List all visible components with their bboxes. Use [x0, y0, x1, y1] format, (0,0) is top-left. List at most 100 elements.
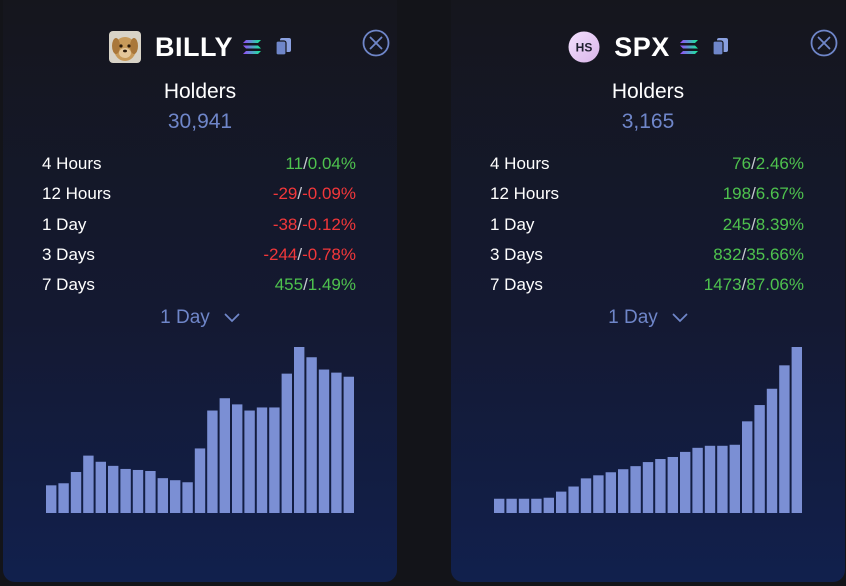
chart-bar [543, 497, 554, 513]
stat-separator: / [751, 184, 756, 204]
card-header: HS SPX [451, 28, 845, 66]
solana-icon [243, 40, 261, 54]
stat-change-percent: 35.66% [746, 244, 804, 264]
chart-bar [294, 347, 305, 513]
chart-bar [593, 475, 604, 513]
solana-icon [679, 40, 698, 54]
stat-change-value: -29/-0.09% [273, 181, 356, 211]
chart-bar [692, 447, 703, 513]
stat-change-percent: -0.78% [302, 244, 356, 264]
stat-change-value: 455/1.49% [275, 272, 356, 302]
hs-avatar-icon: HS [568, 31, 600, 63]
close-icon[interactable] [362, 29, 390, 57]
chart-bar [108, 465, 119, 513]
stat-separator: / [741, 275, 747, 295]
stat-row: 4 Hours 11/0.04% [42, 151, 356, 181]
chart-bar [120, 468, 131, 513]
stat-change-value: 11/0.04% [285, 151, 356, 181]
stat-change-value: 198/6.67% [723, 181, 804, 211]
chart-bar [194, 448, 206, 513]
dog-avatar-icon [108, 31, 141, 63]
chart-bar [779, 365, 790, 513]
chart-bar [766, 388, 778, 513]
chart-bar [518, 498, 530, 513]
copy-icon[interactable] [275, 38, 291, 56]
stat-separator: / [751, 214, 756, 234]
stat-change-count: 832 [713, 244, 742, 264]
stat-row: 7 Days 1473/87.06% [490, 272, 804, 302]
stat-change-percent: 87.06% [746, 275, 804, 295]
chart-bar [655, 459, 666, 513]
chart-bar [667, 456, 678, 513]
chart-bar [605, 472, 616, 513]
chart-bar [269, 407, 280, 513]
chart-bar [306, 357, 317, 513]
chart-bar [742, 421, 753, 513]
close-icon[interactable] [810, 29, 838, 57]
hs-avatar-text: HS [576, 41, 593, 55]
stat-change-percent: 0.04% [307, 154, 356, 173]
chart-bar [132, 469, 144, 513]
stat-change-percent: 6.67% [755, 184, 804, 204]
holders-bar-chart [494, 347, 802, 513]
stat-change-value: -38/-0.12% [273, 212, 356, 242]
chart-bar [145, 470, 156, 513]
holders-bar-chart [46, 347, 354, 513]
stat-change-percent: -0.09% [302, 184, 356, 204]
stat-change-count: 76 [732, 154, 752, 173]
stat-separator: / [303, 275, 308, 295]
period-dropdown-value: 1 Day [608, 307, 658, 328]
stat-row: 3 Days 832/35.66% [490, 242, 804, 272]
stat-separator: / [297, 214, 303, 234]
stat-change-percent: 1.49% [307, 275, 356, 295]
stat-change-count: -38 [272, 214, 298, 234]
stat-row: 3 Days -244/-0.78% [42, 242, 356, 272]
chart-bar [83, 455, 94, 513]
chart-bar [318, 369, 330, 513]
holders-label: Holders [611, 80, 685, 103]
stat-separator: / [297, 184, 303, 204]
holders-count: 3,165 [621, 110, 675, 133]
period-dropdown[interactable]: 1 Day [451, 307, 845, 329]
card-header: BILLY [3, 28, 397, 66]
stat-period-label: 12 Hours [490, 184, 559, 204]
stat-change-value: -244/-0.78% [263, 242, 356, 272]
period-dropdown-value: 1 Day [160, 307, 210, 328]
chevron-down-icon [672, 313, 688, 323]
chart-bar [531, 498, 542, 513]
chart-bar [244, 410, 255, 513]
stat-period-label: 7 Days [490, 275, 543, 295]
stat-row: 1 Day 245/8.39% [490, 212, 804, 242]
chart-bar [170, 480, 181, 513]
stat-separator: / [297, 244, 303, 264]
stat-row: 1 Day -38/-0.12% [42, 212, 356, 242]
stat-row: 12 Hours -29/-0.09% [42, 181, 356, 211]
chart-bar [642, 462, 654, 513]
stat-change-value: 832/35.66% [713, 242, 804, 272]
chart-bar [680, 451, 691, 513]
holder-change-list: 4 Hours 76/2.46% 12 Hours 198/6.67% 1 Day 245… [490, 151, 804, 302]
token-name: BILLY [154, 31, 233, 62]
stat-period-label: 1 Day [42, 214, 87, 234]
chart-bar [281, 373, 292, 513]
chart-bar [207, 410, 218, 513]
stat-period-label: 4 Hours [490, 154, 550, 173]
chart-bar [256, 407, 268, 513]
stat-change-count: -244 [263, 244, 298, 264]
chart-bar [46, 485, 57, 513]
token-card-spx: HS SPX Holders 3,165 4 Hours 76/2.46% 12 H… [451, 0, 845, 582]
copy-icon[interactable] [712, 38, 728, 56]
chart-bar [95, 461, 106, 513]
stat-row: 4 Hours 76/2.46% [490, 151, 804, 181]
chart-bar [70, 472, 82, 513]
stat-separator: / [303, 154, 308, 173]
stat-change-count: 198 [722, 184, 752, 204]
period-dropdown[interactable]: 1 Day [3, 307, 397, 329]
stat-change-count: -29 [272, 184, 298, 204]
stat-change-value: 1473/87.06% [704, 272, 804, 302]
chart-bar [717, 445, 728, 513]
holder-change-list: 4 Hours 11/0.04% 12 Hours -29/-0.09% 1 Day -3… [42, 151, 356, 302]
chart-bar [157, 478, 168, 513]
token-card-billy: BILLY Holders 30,941 4 Hours 11/0.04% 12 H… [3, 0, 397, 582]
stat-period-label: 1 Day [490, 214, 535, 234]
